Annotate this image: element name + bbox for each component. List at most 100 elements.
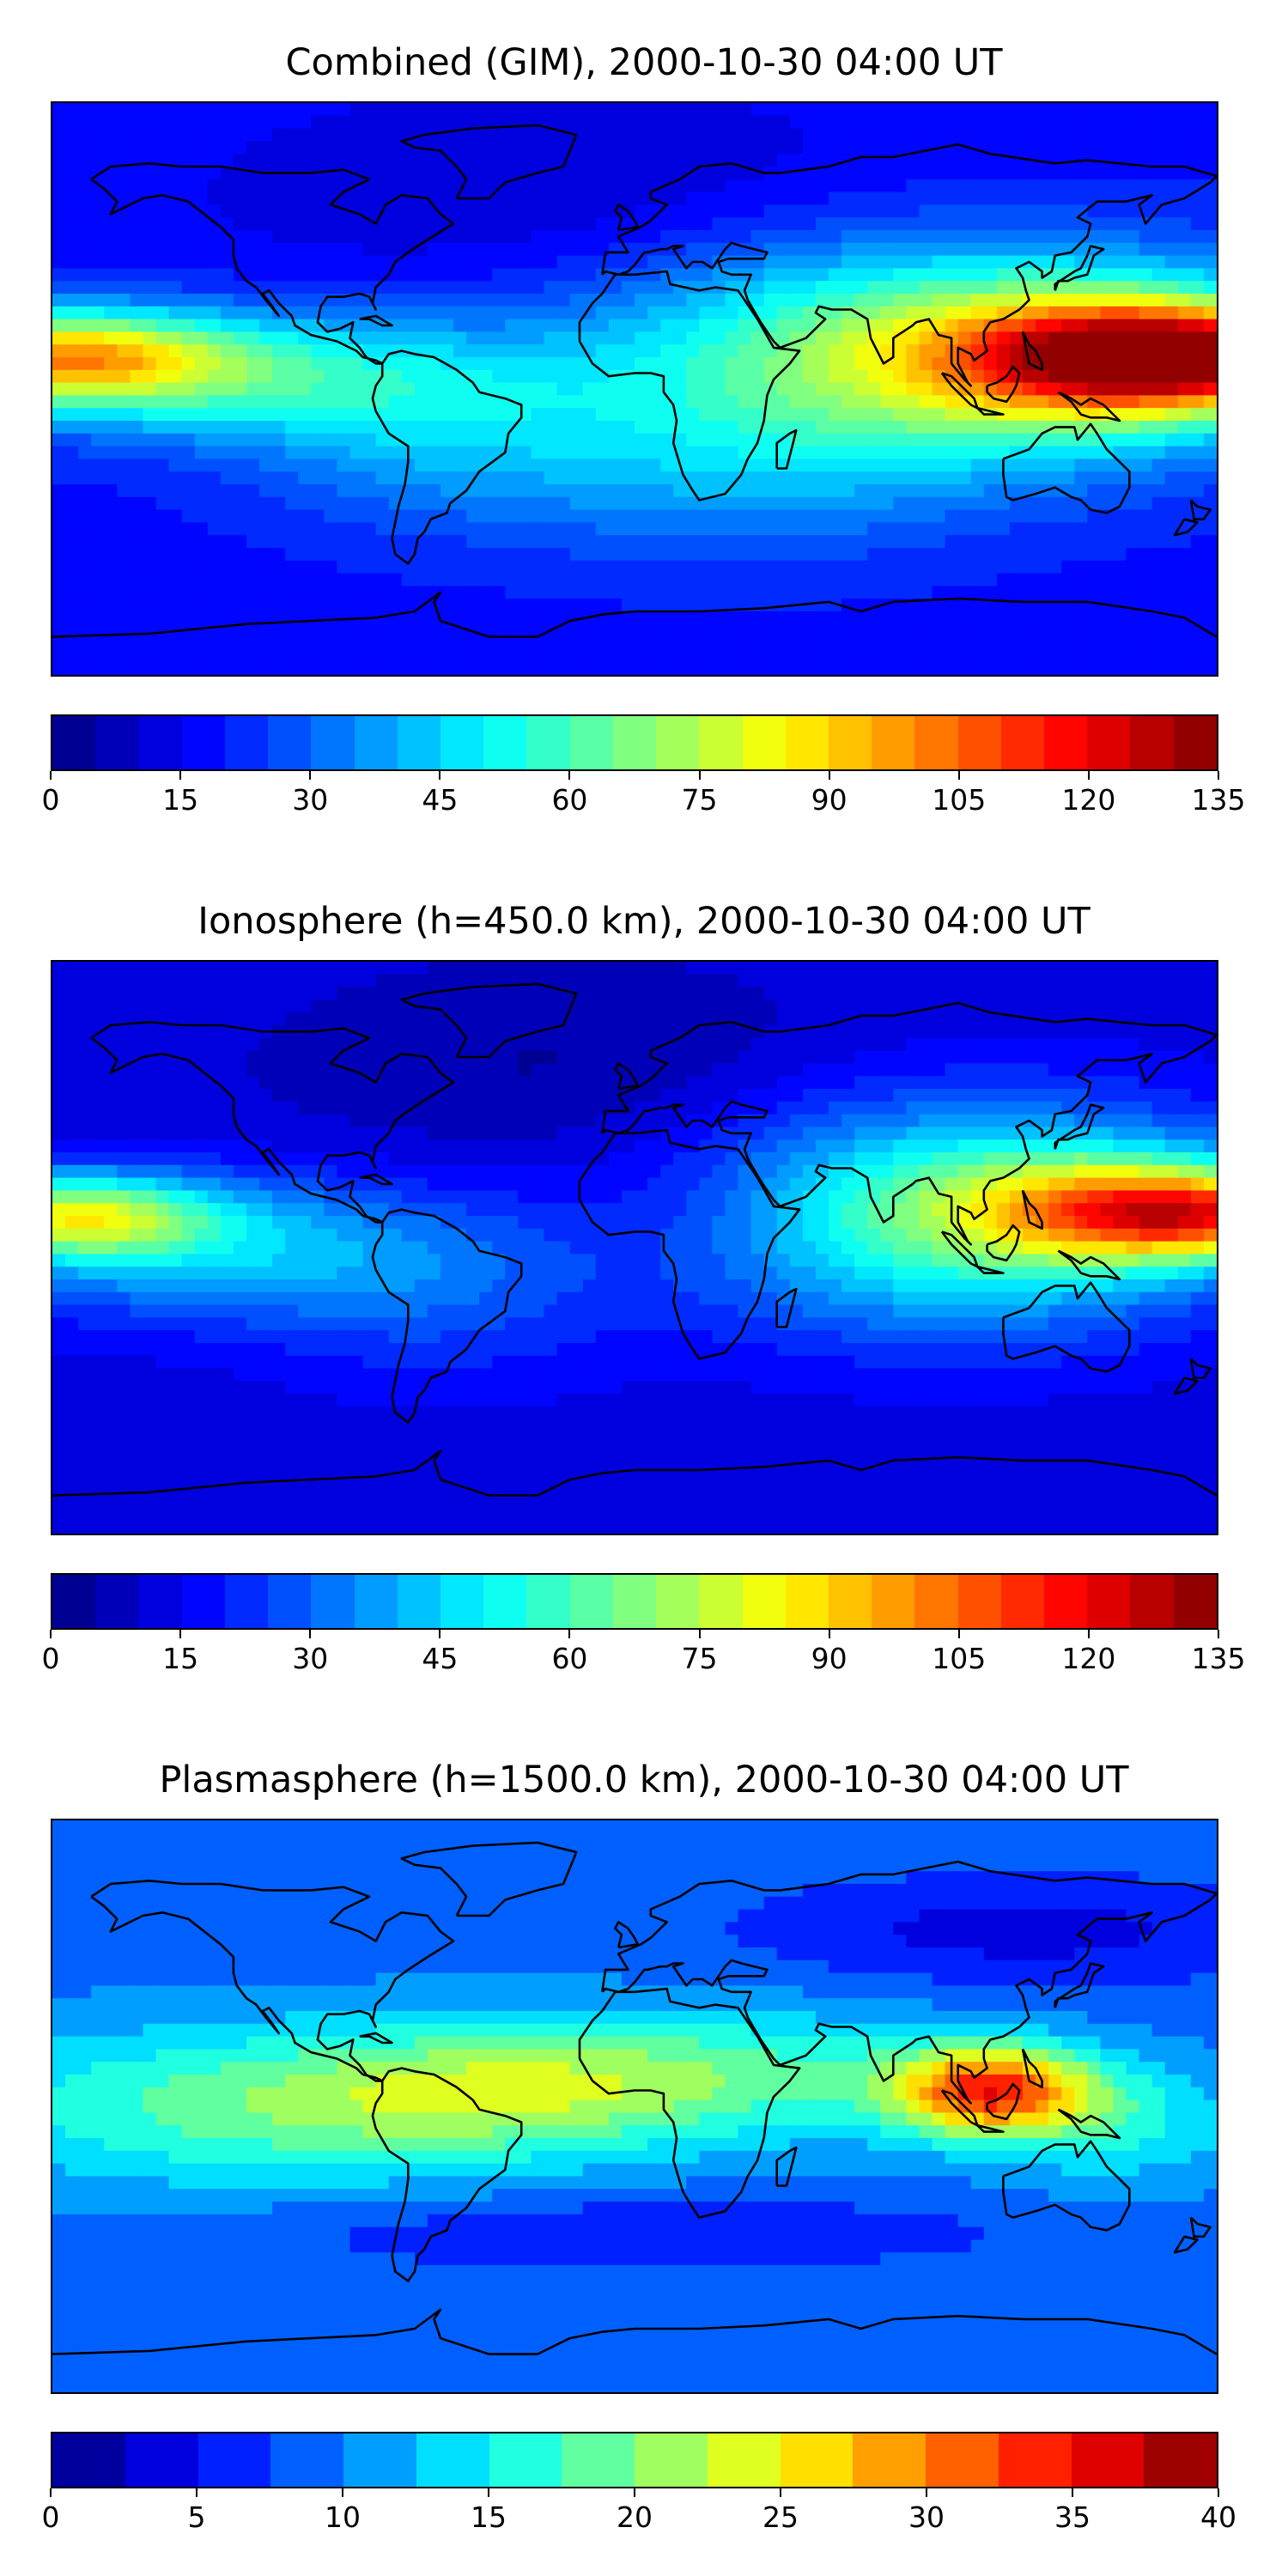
field-cell [1036, 179, 1049, 193]
field-cell [841, 294, 855, 307]
field-cell [65, 154, 79, 167]
field-cell [829, 974, 842, 988]
field-cell [1023, 128, 1036, 142]
field-cell [259, 611, 273, 625]
field-cell [673, 548, 687, 562]
field-cell [388, 344, 403, 358]
field-cell [1190, 319, 1205, 332]
field-cell [996, 204, 1011, 218]
field-cell [349, 255, 364, 269]
field-cell [815, 636, 829, 650]
field-cell [518, 268, 532, 282]
field-cell [492, 281, 506, 295]
tick-mark [698, 771, 701, 780]
field-cell [957, 395, 972, 409]
field-cell [699, 1025, 713, 1039]
field-cell [867, 128, 881, 142]
field-cell [582, 548, 597, 562]
field-cell [802, 294, 817, 307]
field-cell [168, 421, 183, 434]
field-cell [569, 974, 584, 988]
field-cell [776, 154, 791, 167]
field-cell [1100, 115, 1115, 130]
field-cell [621, 281, 635, 295]
field-cell [337, 459, 351, 472]
field-cell [220, 141, 234, 155]
field-cell [957, 598, 972, 612]
field-cell [544, 649, 558, 663]
field-cell [983, 586, 998, 599]
field-cell [647, 535, 661, 549]
field-cell [505, 459, 519, 472]
field-cell [867, 433, 881, 447]
field-cell [763, 344, 778, 358]
field-cell [919, 230, 933, 244]
tick-mark [828, 771, 830, 780]
field-cell [1100, 128, 1115, 142]
field-cell [906, 611, 920, 625]
field-cell [1164, 217, 1179, 231]
field-cell [647, 548, 661, 562]
field-cell [207, 535, 222, 549]
field-cell [531, 573, 545, 586]
field-cell [970, 446, 985, 459]
field-cell [1164, 128, 1179, 142]
field-cell [983, 421, 998, 434]
field-cell [349, 128, 364, 142]
field-cell [621, 306, 635, 320]
field-cell [660, 636, 674, 650]
field-cell [1126, 421, 1140, 434]
field-cell [246, 522, 260, 536]
field-cell [750, 560, 765, 574]
field-cell [117, 319, 131, 332]
field-cell [647, 509, 661, 523]
field-cell [582, 230, 597, 244]
field-cell [1126, 471, 1140, 485]
field-cell [479, 496, 493, 511]
field-cell [725, 1025, 739, 1039]
field-cell [298, 306, 312, 320]
field-cell [220, 331, 234, 345]
field-cell [738, 535, 752, 549]
field-cell [957, 586, 972, 599]
field-cell [712, 230, 726, 244]
field-cell [699, 179, 713, 193]
field-cell [970, 496, 985, 511]
field-cell [945, 115, 959, 130]
field-cell [970, 191, 985, 205]
field-cell [1177, 331, 1192, 345]
field-cell [854, 509, 868, 523]
field-cell [1164, 459, 1179, 472]
field-cell [829, 344, 842, 358]
field-cell [220, 974, 234, 988]
field-cell [1164, 999, 1179, 1013]
field-cell [492, 154, 506, 167]
field-cell [1023, 395, 1036, 409]
field-cell [699, 446, 713, 459]
field-cell [1061, 344, 1075, 358]
field-cell [712, 344, 726, 358]
field-cell [233, 974, 247, 988]
field-cell [919, 1063, 933, 1077]
field-cell [1126, 242, 1140, 257]
field-cell [531, 128, 545, 142]
field-cell [130, 344, 144, 358]
field-cell [479, 433, 493, 447]
field-cell [181, 204, 196, 218]
field-cell [453, 319, 467, 332]
field-cell [1087, 319, 1101, 332]
field-cell [531, 586, 545, 599]
field-cell [582, 167, 597, 180]
field-cell [65, 344, 79, 358]
field-cell [375, 128, 390, 142]
field-cell [556, 1050, 571, 1064]
field-cell [1023, 421, 1036, 434]
field-cell [1126, 141, 1140, 155]
field-cell [841, 103, 855, 117]
field-cell [91, 522, 105, 536]
field-cell [660, 217, 674, 231]
field-cell [750, 179, 765, 193]
field-cell [440, 573, 454, 586]
field-cell [298, 141, 312, 155]
field-cell [919, 446, 933, 459]
